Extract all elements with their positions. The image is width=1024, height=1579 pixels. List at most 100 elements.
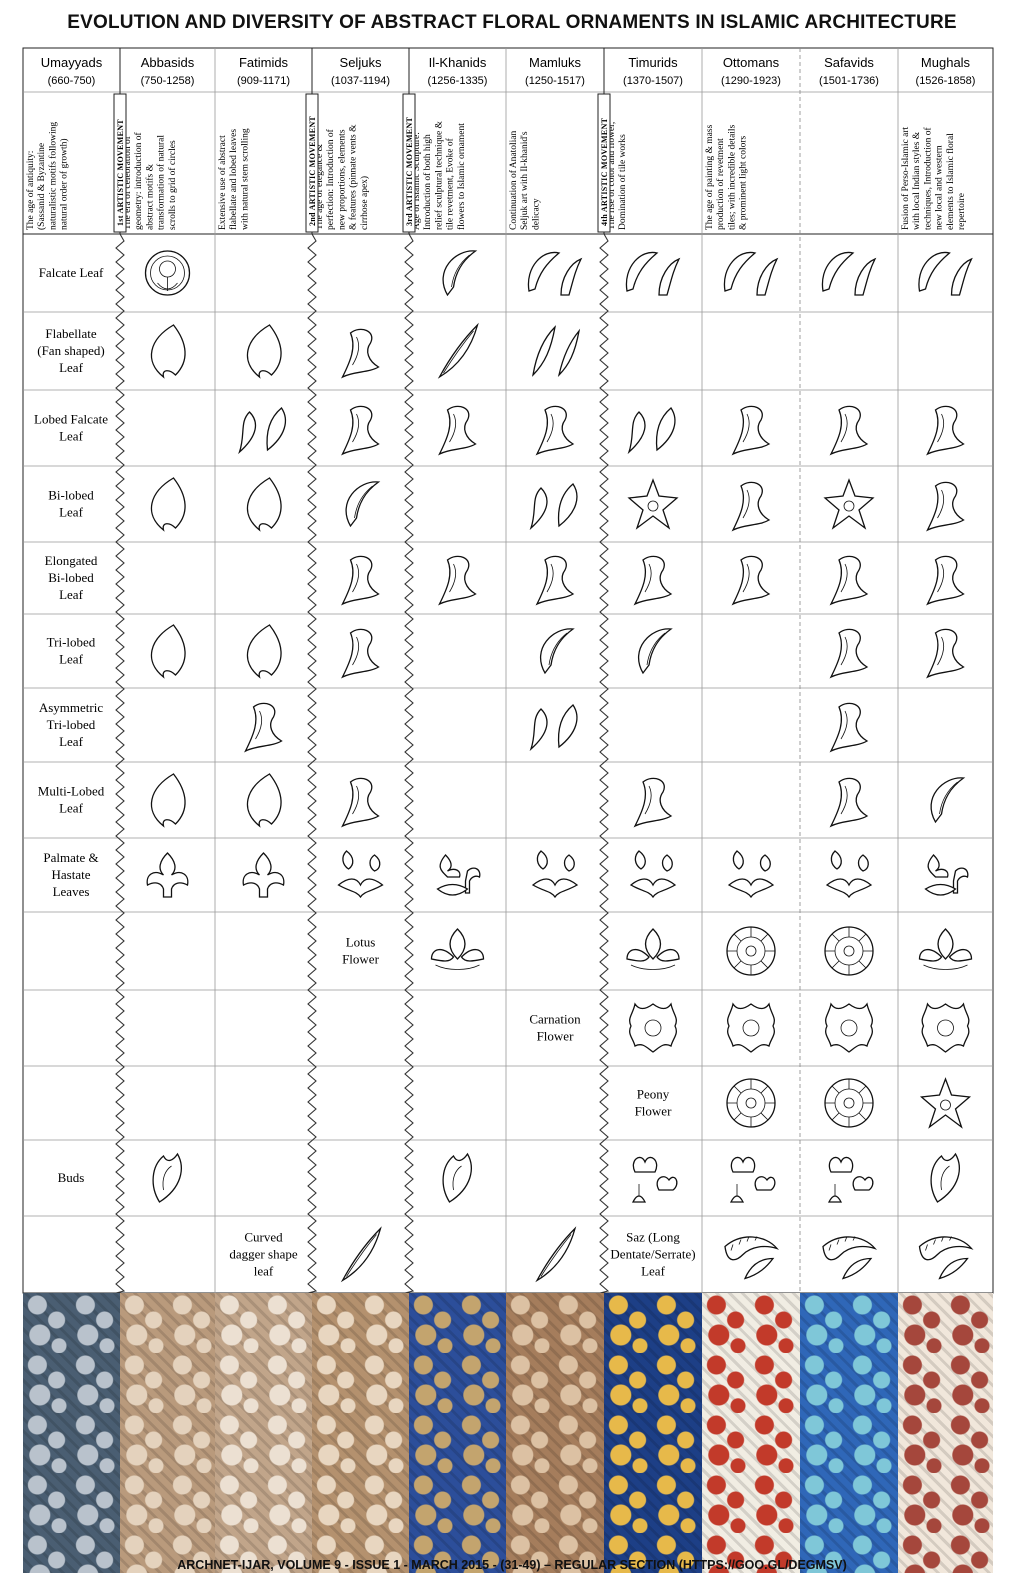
ornament-carnation-icon [825, 1002, 873, 1053]
ornament-rosette-icon [824, 926, 874, 976]
ornament-falcate2-icon [723, 251, 779, 296]
ornament-curl-icon [731, 555, 771, 606]
dynasty-range: (1250-1517) [525, 75, 585, 87]
ornament-palm3-icon [337, 850, 384, 899]
row-label: Leaf [59, 360, 83, 375]
ornament-saz-icon [822, 1236, 878, 1280]
period-description-line: & prominent light colors [739, 135, 749, 230]
ornament-carnation-icon [629, 1002, 677, 1053]
period-description-line: naturalistic motifs following [47, 122, 58, 230]
ornament-palm3-icon [629, 850, 677, 899]
row-label: Lobed Falcate [34, 412, 108, 427]
movement-boundary [307, 233, 318, 1294]
movement-label: 4th ARTISTIC MOVEMENT [600, 117, 609, 226]
period-description-line: delicacy [531, 198, 541, 230]
movement-tag [597, 93, 611, 233]
ornament-falcate-icon [345, 481, 381, 528]
period-description-line: with local Indian styles & [912, 131, 922, 230]
dynasty-range: (750-1258) [141, 75, 195, 87]
ornament-falcate-icon [930, 777, 966, 824]
ornament-rosette-icon [824, 1078, 874, 1128]
movement-label-text: 1st ARTISTIC MOVEMENT [116, 119, 125, 226]
row-label: Elongated [45, 553, 98, 568]
period-description: The era of celebration of geometry: intro… [122, 132, 178, 230]
ornament-caption: Flower [342, 952, 380, 967]
row-label: Multi-Lobed [38, 784, 105, 799]
row-label: Flabellate [45, 326, 96, 341]
ornament-falcate2-icon [527, 251, 583, 296]
period-description-line: flowers to Islamic ornament [456, 123, 467, 230]
ornament-bud-icon [152, 1152, 182, 1203]
period-description-line: perfection: Introduction of [325, 128, 336, 230]
row-label: Buds [58, 1170, 85, 1185]
movement-label: 3rd ARTISTIC MOVEMENT [405, 116, 414, 226]
ornament-star-icon [823, 478, 875, 530]
period-description-line: The age of antiquity: [25, 151, 36, 230]
ornament-falcate2-icon [821, 251, 877, 296]
ornament-caption: Flower [537, 1029, 575, 1044]
ornament-curl2-icon [627, 407, 676, 455]
period-description-line: with natural stem scrolling [240, 128, 250, 230]
ornament-flabellate-icon [150, 624, 186, 679]
mughal-inlay-panel [898, 1293, 993, 1573]
row-label: Leaf [59, 652, 83, 667]
ornament-falcate-icon [637, 628, 673, 675]
row-label: Leaf [59, 429, 83, 444]
ornament-curl-icon [731, 405, 771, 456]
period-description: The age of elegance & perfection: Introdu… [314, 124, 370, 230]
period-description-line: new proportions, elements [337, 129, 347, 230]
ornament-curl-icon [829, 405, 869, 456]
photo-strip [23, 1293, 994, 1573]
dynasty-name: Mughals [921, 55, 971, 70]
ornament-curl-icon [926, 628, 965, 679]
ornament-curl-icon [341, 555, 380, 606]
ilkhanid-tile-panel [409, 1293, 506, 1573]
ornament-caption: Dentate/Serrate) [610, 1247, 695, 1262]
period-description-line: The age of elegance & [314, 143, 325, 230]
ornament-palm3-icon [727, 850, 775, 899]
period-description-line: elements to Islamic floral [945, 133, 956, 230]
period-description-line: tiles; with incredible details [727, 124, 737, 230]
period-description-line: (Sassanid & Byzantine [36, 143, 47, 230]
row-label: Falcate Leaf [39, 265, 104, 280]
ornament-flabellate-icon [246, 324, 282, 379]
dynasty-name: Fatimids [239, 55, 289, 70]
ornament-bud3-icon [827, 1156, 874, 1203]
period-description-line: Extensive use of abstract [217, 135, 228, 230]
ornament-curl-icon [341, 628, 380, 679]
ornament-lotus-icon [430, 928, 485, 970]
period-description-line: The rise of color and flower, [606, 122, 617, 230]
dynasty-name: Timurids [628, 55, 678, 70]
ornament-bud3-icon [729, 1156, 776, 1203]
ornament-carnation-icon [921, 1002, 970, 1053]
dynasty-range: (1501-1736) [819, 75, 879, 87]
ornament-palmate-icon [242, 852, 285, 898]
row-label: Asymmetric [39, 700, 103, 715]
ornament-blade2-icon [532, 325, 581, 378]
period-description-line: Fusion of Perso-Islamic art [900, 126, 911, 230]
dynasty-name: Seljuks [340, 55, 382, 70]
ornament-carnation-icon [727, 1002, 775, 1053]
ornament-falcate2-icon [625, 251, 681, 296]
ornament-caption: Lotus [346, 935, 376, 950]
row-label: Tri-lobed [47, 717, 96, 732]
period-description-line: natural order of growth) [59, 138, 70, 230]
period-description: Extensive use of abstract flabellate and … [217, 128, 250, 230]
ornament-caption: Flower [635, 1104, 673, 1119]
period-description-line: geometry: introduction of [133, 132, 144, 230]
ornament-lotus-icon [626, 928, 680, 970]
ornament-caption: Leaf [641, 1264, 665, 1279]
period-description-line: transformation of natural [156, 135, 167, 230]
period-description-line: abstract motifs & [144, 163, 155, 230]
period-description-line: production of revetment [715, 138, 726, 230]
dynasty-name: Ottomans [723, 55, 780, 70]
ornament-curl-icon [438, 555, 477, 606]
ornament-bud-icon [930, 1152, 960, 1203]
ornament-flabellate-icon [150, 477, 186, 532]
ornament-flabellate-icon [246, 624, 282, 679]
ornament-curl2-icon [529, 483, 578, 531]
dynasty-name: Abbasids [141, 55, 195, 70]
ottoman-tile-panel [702, 1293, 800, 1573]
ornament-caption: leaf [254, 1264, 274, 1279]
